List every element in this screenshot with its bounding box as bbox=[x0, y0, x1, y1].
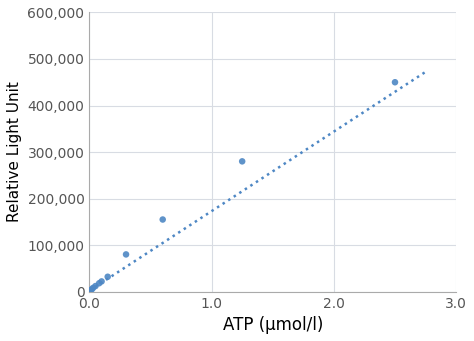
Y-axis label: Relative Light Unit: Relative Light Unit bbox=[7, 81, 22, 222]
Point bbox=[238, 159, 246, 164]
Point bbox=[98, 279, 105, 284]
Point bbox=[89, 285, 97, 291]
Point bbox=[91, 283, 99, 289]
Point bbox=[95, 281, 103, 286]
Point bbox=[104, 274, 111, 280]
Point bbox=[87, 287, 94, 293]
Point bbox=[88, 286, 96, 292]
Point bbox=[122, 252, 130, 257]
Point bbox=[159, 217, 166, 222]
X-axis label: ATP (μmol/l): ATP (μmol/l) bbox=[223, 316, 323, 334]
Point bbox=[391, 79, 399, 85]
